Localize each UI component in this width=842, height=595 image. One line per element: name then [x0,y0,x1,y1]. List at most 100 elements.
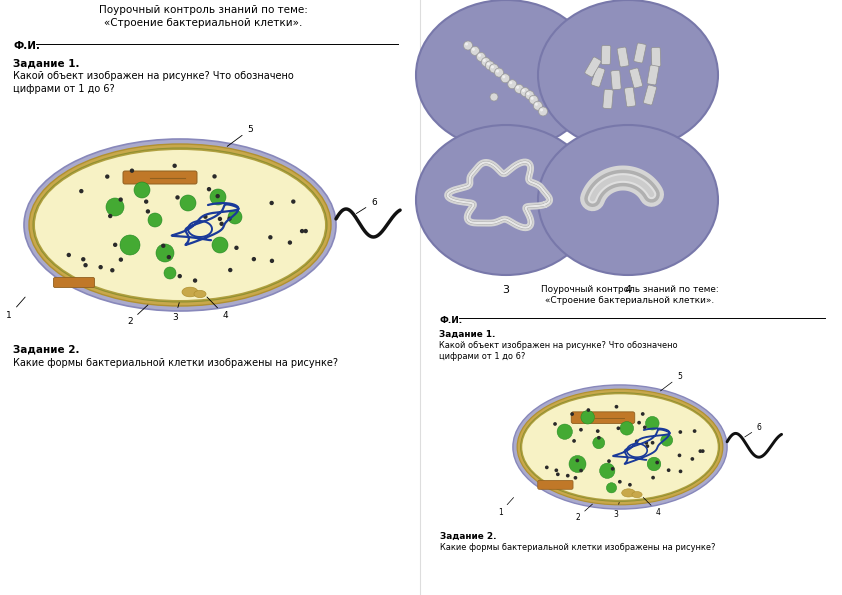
Circle shape [490,93,498,101]
Circle shape [579,428,583,431]
Text: 1: 1 [498,497,514,517]
Circle shape [210,189,226,205]
Circle shape [641,412,645,416]
Circle shape [234,246,238,250]
Circle shape [579,469,583,472]
FancyBboxPatch shape [634,43,646,63]
Circle shape [220,221,224,226]
Circle shape [620,421,633,435]
Text: 4: 4 [625,285,632,295]
Circle shape [291,199,296,203]
Ellipse shape [538,0,718,150]
FancyBboxPatch shape [625,87,636,107]
Text: 2: 2 [127,305,148,326]
Circle shape [575,459,579,462]
FancyBboxPatch shape [630,68,642,88]
FancyBboxPatch shape [571,412,635,424]
Circle shape [570,412,574,416]
Circle shape [661,434,673,446]
Circle shape [110,268,115,273]
Circle shape [175,195,179,200]
Text: 1: 1 [503,160,509,170]
Circle shape [491,65,494,68]
Text: Поурочный контроль знаний по теме:: Поурочный контроль знаний по теме: [99,5,307,15]
Text: «Строение бактериальной клетки».: «Строение бактериальной клетки». [546,296,715,305]
FancyBboxPatch shape [651,48,661,67]
Text: Ф.И.: Ф.И. [440,316,462,325]
Circle shape [533,101,542,110]
Circle shape [587,408,590,412]
Circle shape [212,237,228,253]
Circle shape [647,457,661,471]
Text: Задание 1.: Задание 1. [13,58,79,68]
Text: цифрами от 1 до 6?: цифрами от 1 до 6? [440,352,525,361]
Circle shape [269,201,274,205]
Circle shape [119,198,123,202]
Circle shape [600,463,615,478]
Text: 2: 2 [625,160,632,170]
FancyBboxPatch shape [591,67,605,87]
Circle shape [99,265,103,270]
Circle shape [618,480,621,484]
Circle shape [667,468,670,472]
Circle shape [520,87,530,96]
Ellipse shape [538,125,718,275]
Circle shape [501,74,509,83]
Circle shape [678,453,681,457]
Circle shape [616,427,621,430]
Circle shape [81,257,86,261]
Text: Задание 2.: Задание 2. [13,345,79,355]
FancyBboxPatch shape [123,171,197,184]
Circle shape [471,46,479,55]
Text: 1: 1 [6,297,25,320]
Circle shape [522,89,525,92]
Text: Поурочный контроль знаний по теме:: Поурочный контроль знаний по теме: [541,285,719,294]
Text: 2: 2 [575,504,593,522]
Circle shape [597,436,600,440]
FancyBboxPatch shape [617,47,629,67]
Circle shape [228,268,232,273]
Circle shape [288,240,292,245]
Circle shape [83,263,88,267]
Circle shape [593,437,605,449]
Circle shape [529,95,538,104]
Circle shape [180,195,196,211]
FancyBboxPatch shape [585,57,601,77]
Circle shape [643,425,647,429]
Circle shape [465,42,468,45]
Circle shape [573,476,578,480]
Circle shape [581,411,594,424]
Circle shape [303,229,308,233]
Circle shape [134,182,150,198]
Circle shape [227,217,232,221]
Text: 3: 3 [613,502,619,519]
Circle shape [207,187,211,192]
Circle shape [651,476,655,480]
Circle shape [530,97,534,100]
Circle shape [167,255,171,259]
Circle shape [130,168,134,173]
Circle shape [539,107,547,116]
FancyBboxPatch shape [643,85,657,105]
Circle shape [108,214,113,218]
Circle shape [164,267,176,279]
Text: 4: 4 [643,497,661,517]
FancyBboxPatch shape [538,480,573,489]
Text: Какой объект изображен на рисунке? Что обозначено: Какой объект изображен на рисунке? Что о… [440,342,678,350]
Circle shape [514,84,524,93]
Circle shape [606,483,616,493]
Ellipse shape [194,290,206,298]
Circle shape [525,90,534,99]
Circle shape [502,76,505,79]
Circle shape [482,59,486,62]
Circle shape [540,108,543,111]
FancyBboxPatch shape [601,45,610,65]
Circle shape [268,235,273,240]
Circle shape [566,474,570,478]
Ellipse shape [33,148,327,302]
Circle shape [269,259,274,263]
Text: 3: 3 [172,303,179,322]
Ellipse shape [520,393,719,502]
Circle shape [113,243,117,247]
Text: 5: 5 [227,125,253,146]
